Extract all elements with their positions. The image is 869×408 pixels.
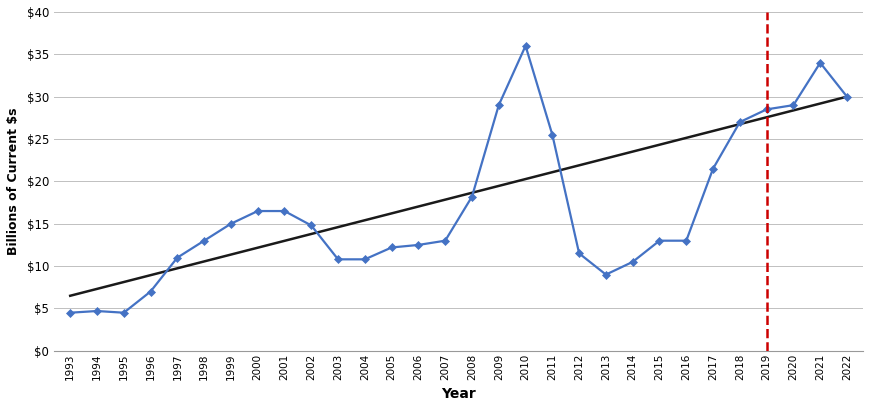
X-axis label: Year: Year xyxy=(441,387,475,401)
Y-axis label: Billions of Current $s: Billions of Current $s xyxy=(7,108,20,255)
